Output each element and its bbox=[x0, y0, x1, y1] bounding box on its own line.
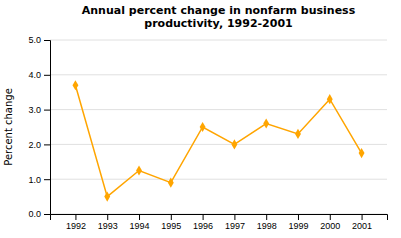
marker bbox=[295, 129, 301, 139]
x-tick-mark bbox=[298, 214, 299, 220]
x-axis-line bbox=[51, 215, 388, 221]
x-tick-label: 1997 bbox=[225, 221, 245, 231]
line bbox=[75, 85, 361, 196]
y-axis-title: Percent change bbox=[3, 88, 14, 166]
marker bbox=[327, 94, 333, 104]
y-tick-mark bbox=[44, 179, 50, 180]
x-tick-mark bbox=[75, 214, 76, 220]
marker bbox=[136, 165, 142, 175]
plot-area: 1992 1993 1994 1995 1996 1997 1998 1999 2000 2001… bbox=[28, 35, 387, 231]
x-tick-mark bbox=[234, 214, 235, 220]
y-tick-label: 3.0 bbox=[28, 105, 41, 115]
x-tick: 1994 bbox=[130, 214, 150, 231]
x-tick-mark bbox=[139, 214, 140, 220]
x-tick: 1995 bbox=[161, 214, 181, 231]
grid-line bbox=[50, 179, 387, 180]
y-tick: 1.0 bbox=[28, 175, 50, 185]
grid-line bbox=[50, 74, 387, 75]
y-axis: 0.0 1.0 2.0 3.0 4.0 5.0 bbox=[28, 35, 50, 219]
x-tick-label: 1992 bbox=[66, 221, 86, 231]
y-tick-mark bbox=[44, 110, 50, 111]
x-tick-label: 1999 bbox=[288, 221, 308, 231]
y-tick-label: 2.0 bbox=[28, 140, 41, 150]
y-tick: 5.0 bbox=[28, 35, 50, 45]
marker bbox=[72, 80, 78, 90]
x-tick-label: 1995 bbox=[161, 221, 181, 231]
chart: 1992 1993 1994 1995 1996 1997 1998 1999 2000 2001… bbox=[0, 0, 401, 238]
x-tick-mark bbox=[107, 214, 108, 220]
title-line: Annual percent change in nonfarm busines… bbox=[82, 4, 356, 17]
y-tick-mark bbox=[44, 40, 50, 41]
grid-line bbox=[50, 144, 387, 145]
x-tick-mark bbox=[362, 214, 363, 220]
x-tick: 2001 bbox=[352, 214, 372, 231]
y-tick-mark bbox=[44, 144, 50, 145]
y-tick-label: 1.0 bbox=[28, 175, 41, 185]
x-tick-mark bbox=[266, 214, 267, 220]
x-tick-label: 2001 bbox=[352, 221, 372, 231]
x-tick: 1996 bbox=[193, 214, 213, 231]
title-line: productivity, 1992-2001 bbox=[144, 17, 292, 30]
x-tick-label: 2000 bbox=[320, 221, 340, 231]
y-axis-line bbox=[44, 41, 51, 215]
marker bbox=[200, 122, 206, 132]
y-tick-label: 5.0 bbox=[28, 35, 41, 45]
x-tick-mark bbox=[203, 214, 204, 220]
x-tick-mark bbox=[171, 214, 172, 220]
marker bbox=[359, 148, 365, 158]
x-tick-mark bbox=[330, 214, 331, 220]
x-tick: 1993 bbox=[98, 214, 118, 231]
x-axis: 1992 1993 1994 1995 1996 1997 1998 1999 2000 2001 bbox=[51, 214, 388, 231]
title: Annual percent change in nonfarm busines… bbox=[82, 4, 356, 30]
y-tick: 0.0 bbox=[28, 209, 50, 219]
x-tick: 1997 bbox=[225, 214, 245, 231]
grid bbox=[50, 40, 387, 214]
x-tick-label: 1996 bbox=[193, 221, 213, 231]
x-tick: 1992 bbox=[66, 214, 86, 231]
x-tick-label: 1994 bbox=[130, 221, 150, 231]
x-tick: 1999 bbox=[288, 214, 308, 231]
marker bbox=[168, 178, 174, 188]
x-tick: 2000 bbox=[320, 214, 340, 231]
x-tick-label: 1998 bbox=[257, 221, 277, 231]
y-tick-mark bbox=[44, 75, 50, 76]
grid-line bbox=[50, 40, 387, 41]
y-tick-label: 4.0 bbox=[28, 70, 41, 80]
marker bbox=[104, 192, 110, 202]
y-tick-label: 0.0 bbox=[28, 209, 41, 219]
y-tick-mark bbox=[44, 214, 50, 215]
marker bbox=[263, 118, 269, 128]
y-tick: 2.0 bbox=[28, 140, 50, 150]
x-tick-label: 1993 bbox=[98, 221, 118, 231]
x-tick: 1998 bbox=[257, 214, 277, 231]
series bbox=[72, 80, 364, 202]
y-tick: 3.0 bbox=[28, 105, 50, 115]
y-tick: 4.0 bbox=[28, 70, 50, 80]
marker bbox=[231, 139, 237, 149]
